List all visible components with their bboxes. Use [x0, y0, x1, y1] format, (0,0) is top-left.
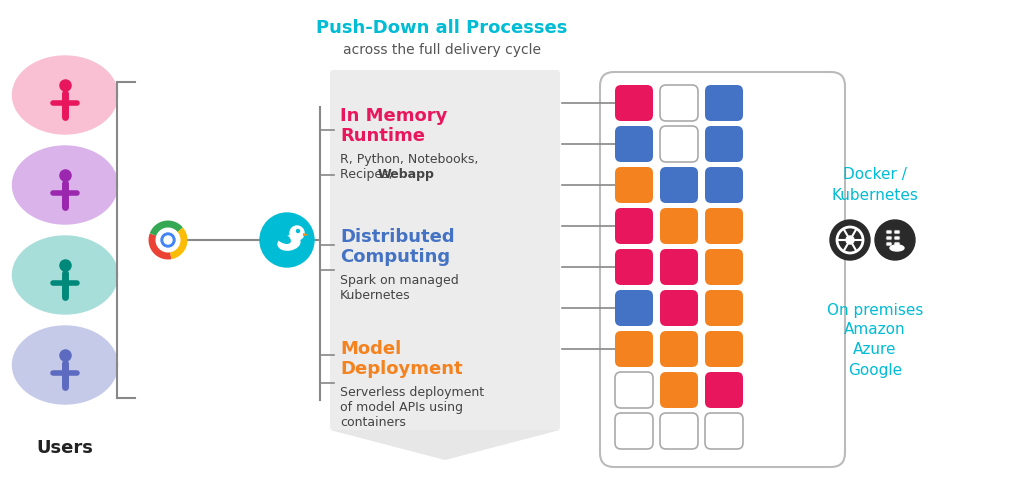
- FancyBboxPatch shape: [894, 230, 900, 234]
- Text: of model APIs using: of model APIs using: [340, 401, 463, 414]
- Text: across the full delivery cycle: across the full delivery cycle: [343, 43, 541, 57]
- Text: Model: Model: [340, 340, 401, 358]
- Text: In Memory: In Memory: [340, 107, 447, 125]
- FancyBboxPatch shape: [886, 242, 892, 246]
- Circle shape: [290, 226, 304, 240]
- Polygon shape: [330, 430, 560, 460]
- Text: R, Python, Notebooks,: R, Python, Notebooks,: [340, 153, 478, 166]
- Circle shape: [830, 220, 870, 260]
- Text: Kubernetes: Kubernetes: [340, 289, 411, 302]
- FancyBboxPatch shape: [660, 85, 698, 121]
- FancyBboxPatch shape: [886, 236, 892, 240]
- FancyBboxPatch shape: [705, 249, 743, 285]
- Ellipse shape: [275, 233, 290, 243]
- FancyBboxPatch shape: [705, 208, 743, 244]
- Ellipse shape: [279, 236, 300, 250]
- Text: Amazon: Amazon: [844, 323, 906, 338]
- FancyBboxPatch shape: [705, 372, 743, 408]
- FancyBboxPatch shape: [615, 85, 653, 121]
- Ellipse shape: [12, 56, 118, 134]
- FancyBboxPatch shape: [894, 242, 900, 246]
- FancyBboxPatch shape: [886, 230, 892, 234]
- FancyBboxPatch shape: [330, 70, 560, 430]
- FancyBboxPatch shape: [705, 290, 743, 326]
- Circle shape: [846, 236, 854, 244]
- FancyBboxPatch shape: [615, 249, 653, 285]
- Text: Azure: Azure: [853, 342, 897, 357]
- Circle shape: [161, 233, 175, 247]
- Text: Deployment: Deployment: [340, 360, 463, 378]
- FancyBboxPatch shape: [705, 126, 743, 162]
- FancyBboxPatch shape: [705, 331, 743, 367]
- Polygon shape: [303, 233, 309, 236]
- Circle shape: [874, 220, 915, 260]
- Text: Users: Users: [37, 439, 93, 457]
- FancyBboxPatch shape: [660, 331, 698, 367]
- Text: Serverless deployment: Serverless deployment: [340, 386, 484, 399]
- FancyBboxPatch shape: [615, 372, 653, 408]
- Text: Spark on managed: Spark on managed: [340, 274, 459, 287]
- Text: Push-Down all Processes: Push-Down all Processes: [316, 19, 567, 37]
- FancyBboxPatch shape: [894, 236, 900, 240]
- Text: containers: containers: [340, 416, 406, 429]
- Ellipse shape: [12, 146, 118, 224]
- FancyBboxPatch shape: [615, 331, 653, 367]
- Circle shape: [260, 213, 314, 267]
- FancyBboxPatch shape: [615, 413, 653, 449]
- Text: On premises: On premises: [826, 302, 924, 317]
- Ellipse shape: [12, 236, 118, 314]
- FancyBboxPatch shape: [600, 72, 845, 467]
- FancyBboxPatch shape: [660, 126, 698, 162]
- FancyBboxPatch shape: [660, 167, 698, 203]
- FancyBboxPatch shape: [615, 126, 653, 162]
- Ellipse shape: [12, 326, 118, 404]
- Text: Distributed: Distributed: [340, 228, 455, 246]
- Circle shape: [164, 236, 172, 244]
- Text: Kubernetes: Kubernetes: [831, 187, 919, 202]
- Text: Recipes,: Recipes,: [340, 168, 396, 181]
- FancyBboxPatch shape: [615, 208, 653, 244]
- Text: Runtime: Runtime: [340, 127, 425, 145]
- FancyBboxPatch shape: [660, 372, 698, 408]
- FancyBboxPatch shape: [705, 85, 743, 121]
- FancyBboxPatch shape: [660, 290, 698, 326]
- Text: Docker /: Docker /: [843, 168, 907, 183]
- FancyBboxPatch shape: [660, 413, 698, 449]
- Text: Computing: Computing: [340, 248, 451, 266]
- Text: Webapp: Webapp: [378, 168, 435, 181]
- FancyBboxPatch shape: [705, 413, 743, 449]
- FancyBboxPatch shape: [615, 167, 653, 203]
- Ellipse shape: [890, 245, 904, 251]
- FancyBboxPatch shape: [660, 208, 698, 244]
- Circle shape: [297, 229, 299, 232]
- FancyBboxPatch shape: [705, 167, 743, 203]
- Text: Google: Google: [848, 363, 902, 378]
- FancyBboxPatch shape: [615, 290, 653, 326]
- FancyBboxPatch shape: [660, 249, 698, 285]
